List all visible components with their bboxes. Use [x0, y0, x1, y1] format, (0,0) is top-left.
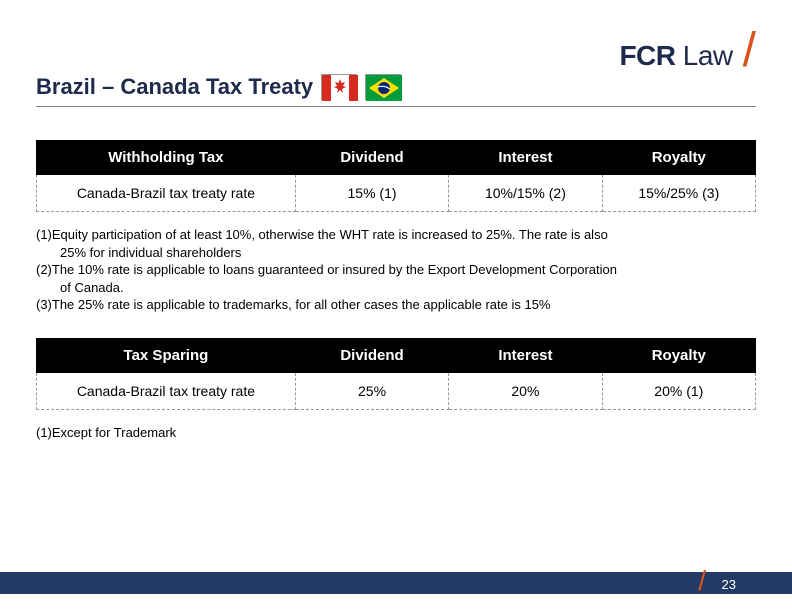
- note-line: (1)Except for Trademark: [36, 424, 756, 442]
- cell-dividend: 15% (1): [295, 175, 448, 212]
- col-header: Interest: [449, 338, 602, 372]
- note-line: of Canada.: [36, 279, 756, 297]
- table-row: Canada-Brazil tax treaty rate 25% 20% 20…: [37, 372, 756, 409]
- table-row: Canada-Brazil tax treaty rate 15% (1) 10…: [37, 175, 756, 212]
- logo-slash-icon: /: [743, 23, 756, 78]
- footer-slash-icon: /: [698, 565, 706, 597]
- flag-canada-icon: [321, 74, 357, 100]
- col-header: Interest: [449, 141, 602, 175]
- table-header-row: Tax Sparing Dividend Interest Royalty: [37, 338, 756, 372]
- note-line: (3)The 25% rate is applicable to tradema…: [36, 296, 756, 314]
- sparing-notes: (1)Except for Trademark: [36, 424, 756, 442]
- footer-band: [0, 572, 792, 594]
- col-header: Royalty: [602, 338, 755, 372]
- cell-royalty: 15%/25% (3): [602, 175, 755, 212]
- col-header: Royalty: [602, 141, 755, 175]
- cell-royalty: 20% (1): [602, 372, 755, 409]
- col-header: Dividend: [295, 338, 448, 372]
- withholding-tax-table: Withholding Tax Dividend Interest Royalt…: [36, 140, 756, 212]
- note-line: (2)The 10% rate is applicable to loans g…: [36, 261, 756, 279]
- cell-interest: 20%: [449, 372, 602, 409]
- page-number: 23: [722, 577, 736, 592]
- note-line: (1)Equity participation of at least 10%,…: [36, 226, 756, 244]
- page-title: Brazil – Canada Tax Treaty: [36, 74, 313, 100]
- note-line: 25% for individual shareholders: [36, 244, 756, 262]
- tax-sparing-table: Tax Sparing Dividend Interest Royalty Ca…: [36, 338, 756, 410]
- row-label: Canada-Brazil tax treaty rate: [37, 372, 296, 409]
- col-header: Dividend: [295, 141, 448, 175]
- withholding-notes: (1)Equity participation of at least 10%,…: [36, 226, 756, 314]
- col-header: Tax Sparing: [37, 338, 296, 372]
- row-label: Canada-Brazil tax treaty rate: [37, 175, 296, 212]
- cell-dividend: 25%: [295, 372, 448, 409]
- table-header-row: Withholding Tax Dividend Interest Royalt…: [37, 141, 756, 175]
- logo-text: FCR Law: [619, 40, 732, 72]
- title-row: Brazil – Canada Tax Treaty: [36, 74, 756, 107]
- cell-interest: 10%/15% (2): [449, 175, 602, 212]
- content-area: Withholding Tax Dividend Interest Royalt…: [36, 140, 756, 465]
- flag-brazil-icon: [365, 74, 401, 100]
- col-header: Withholding Tax: [37, 141, 296, 175]
